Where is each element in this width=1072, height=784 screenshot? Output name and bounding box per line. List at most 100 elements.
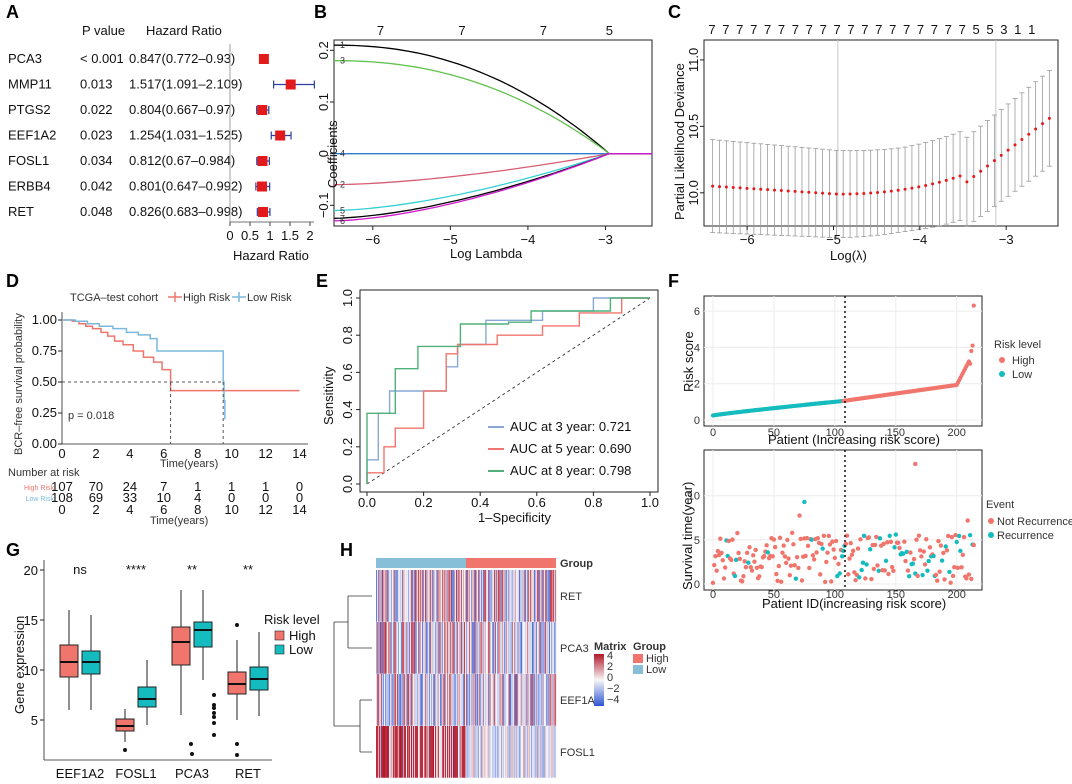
heatmap-cell <box>490 674 492 726</box>
heatmap-cell <box>457 726 459 778</box>
cv-mean-point <box>793 189 797 193</box>
surv-point-recurrence <box>926 558 931 564</box>
heatmap-cell <box>427 674 429 726</box>
heatmap-cell <box>541 726 543 778</box>
heatmap-cell <box>549 570 551 622</box>
surv-xtick-label: 150 <box>887 589 905 601</box>
cv-mean-point <box>834 192 838 196</box>
km-curves <box>62 319 300 444</box>
heatmap-cell <box>437 622 439 674</box>
cv-mean-point <box>731 185 735 189</box>
heatmap-cell <box>493 674 495 726</box>
heatmap-cell <box>478 570 480 622</box>
heatmap-cell <box>521 622 523 674</box>
lasso-path-number: 5 <box>340 206 345 216</box>
cv-mean-point <box>738 186 742 190</box>
heatmap-cell <box>517 570 519 622</box>
surv-point-not-recurrence <box>736 550 741 556</box>
heatmap-cell <box>463 622 465 674</box>
cv-mean-point <box>896 188 900 192</box>
surv-point-not-recurrence <box>790 530 795 535</box>
lasso-path-1 <box>334 44 652 155</box>
heatmap-cell <box>418 674 420 726</box>
heatmap-cell <box>380 570 382 622</box>
roc-plot-frame <box>359 289 659 493</box>
forest-hr-marker <box>258 207 269 217</box>
heatmap-cell <box>463 570 465 622</box>
heatmap-cell <box>410 726 412 778</box>
roc-xtick-label: 0.8 <box>584 495 602 510</box>
panel-g: G ns **** ** ** EEF1A2 FOSL1 PCA3 RET 5101520 … <box>6 540 320 781</box>
surv-point-not-recurrence <box>846 572 851 577</box>
surv-point-not-recurrence <box>844 533 850 538</box>
heatmap-cell <box>389 570 391 622</box>
heatmap-cell <box>529 570 531 622</box>
lasso-top-label: 7 <box>458 23 465 38</box>
heatmap-cell <box>415 726 417 778</box>
heatmap-cell <box>517 622 519 674</box>
heatmap-cell <box>376 622 378 674</box>
box-outlier <box>235 753 239 757</box>
heatmap-cell <box>553 674 555 726</box>
heatmap-cell <box>471 570 473 622</box>
heatmap-cell <box>438 622 440 674</box>
heatmap-cell <box>404 622 406 674</box>
heatmap-cell <box>498 726 500 778</box>
heatmap-cell <box>503 674 505 726</box>
heatmap-cell <box>492 622 494 674</box>
heatmap-cell <box>547 726 549 778</box>
heatmap-cell <box>528 622 530 674</box>
roc-xtick-label: 0.6 <box>528 495 546 510</box>
heatmap-cell <box>469 674 471 726</box>
cv-top-label: 7 <box>778 22 785 37</box>
forest-gene-label: RET <box>8 204 34 219</box>
box-ytick-label: 20 <box>24 563 38 578</box>
km-ytick-label: 1.00 <box>32 312 57 327</box>
risk-score-points <box>710 303 976 418</box>
heatmap-cell <box>498 674 500 726</box>
heatmap-cell <box>519 726 521 778</box>
surv-point-not-recurrence <box>913 461 918 467</box>
heatmap-cell <box>454 726 456 778</box>
heatmap-cell <box>409 570 411 622</box>
panel-label-h: H <box>340 540 353 560</box>
event-legend-nr-dot <box>988 518 994 524</box>
surv-point-recurrence <box>877 536 883 541</box>
km-risk-count: 33 <box>123 490 137 505</box>
heatmap-cell <box>449 622 451 674</box>
heatmap-cell <box>500 570 502 622</box>
heatmap-cell <box>486 674 488 726</box>
heatmap-cell <box>397 674 399 726</box>
heatmap-cell <box>486 622 488 674</box>
heatmap-cell <box>411 570 413 622</box>
surv-point-recurrence <box>860 560 866 565</box>
heatmap-cell <box>506 674 508 726</box>
heatmap-cell <box>495 674 497 726</box>
heatmap-legend-high: High <box>646 653 669 665</box>
forest-pvalue: 0.022 <box>80 102 113 117</box>
surv-point-not-recurrence <box>966 572 972 577</box>
heatmap-cell <box>456 570 458 622</box>
heatmap-cell <box>418 726 420 778</box>
surv-point-not-recurrence <box>721 576 727 581</box>
heatmap-cell <box>518 674 520 726</box>
heatmap-cell <box>488 726 490 778</box>
heatmap-cell <box>499 570 501 622</box>
heatmap-cell <box>433 726 435 778</box>
surv-point-not-recurrence <box>740 579 745 584</box>
heatmap-cell <box>383 570 385 622</box>
surv-point-not-recurrence <box>799 578 805 583</box>
heatmap-cell <box>448 674 450 726</box>
roc-ytick-label: 0.2 <box>340 438 355 456</box>
surv-point-not-recurrence <box>941 550 946 556</box>
heatmap-cell <box>402 726 404 778</box>
forest-hr-text: 0.826(0.683–0.998) <box>129 204 242 219</box>
surv-point-not-recurrence <box>914 537 919 542</box>
heatmap-cell <box>502 570 504 622</box>
heatmap-cell <box>552 570 554 622</box>
heatmap-cell <box>429 622 431 674</box>
heatmap-cell <box>541 622 543 674</box>
heatmap-cell <box>450 674 452 726</box>
cv-top-label: 5 <box>972 22 979 37</box>
